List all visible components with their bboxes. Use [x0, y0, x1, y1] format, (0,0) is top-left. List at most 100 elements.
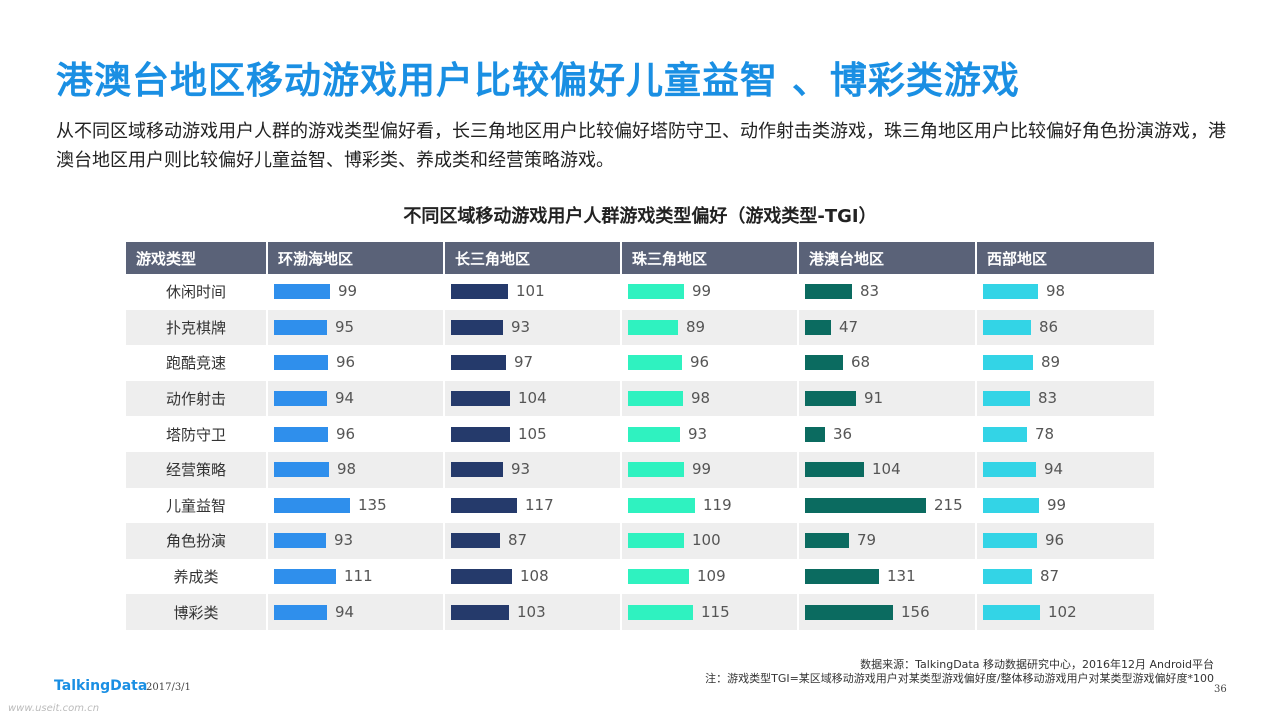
- tgi-value-label: 111: [344, 567, 373, 586]
- tgi-bar: [983, 569, 1032, 585]
- tgi-bar: [805, 391, 856, 407]
- tgi-bar: [451, 319, 503, 335]
- tgi-value-label: 135: [358, 495, 387, 514]
- tgi-value-label: 102: [1048, 602, 1077, 621]
- tgi-bar: [805, 462, 864, 478]
- tgi-bar: [274, 497, 350, 513]
- tgi-value-label: 104: [872, 460, 901, 479]
- value-cell: 94: [975, 451, 1154, 488]
- value-cell: 215: [797, 487, 976, 524]
- category-label: 博彩类: [126, 594, 267, 630]
- value-cell: 83: [975, 380, 1154, 417]
- header-region: 港澳台地区: [797, 242, 976, 274]
- tgi-bar: [451, 355, 506, 371]
- tgi-bar: [274, 391, 327, 407]
- table-header-row: 游戏类型 环渤海地区 长三角地区 珠三角地区 港澳台地区 西部地区: [126, 242, 1154, 274]
- table-row: 休闲时间 99 101 99 83 98: [126, 274, 1154, 310]
- value-cell: 83: [797, 274, 976, 310]
- tgi-bar: [451, 462, 503, 478]
- tgi-value-label: 36: [833, 424, 853, 443]
- tgi-bar: [451, 533, 500, 549]
- tgi-value-label: 98: [691, 389, 711, 408]
- tgi-bar: [983, 533, 1037, 549]
- value-cell: 96: [975, 523, 1154, 559]
- value-cell: 100: [620, 523, 798, 559]
- tgi-value-label: 68: [851, 353, 871, 372]
- tgi-value-label: 94: [335, 389, 355, 408]
- value-cell: 96: [266, 416, 444, 452]
- tgi-bar: [451, 569, 512, 585]
- tgi-value-label: 87: [1040, 567, 1060, 586]
- tgi-bar: [274, 426, 328, 442]
- tgi-bar: [805, 355, 843, 371]
- tgi-bar: [628, 284, 684, 300]
- table-row: 养成类 111 108 109 131 87: [126, 558, 1154, 595]
- tgi-value-label: 117: [525, 495, 554, 514]
- value-cell: 119: [620, 487, 798, 524]
- tgi-bar: [628, 462, 684, 478]
- value-cell: 99: [620, 451, 798, 488]
- table-row: 博彩类 94 103 115 156 102: [126, 594, 1154, 630]
- value-cell: 95: [266, 309, 444, 346]
- value-cell: 68: [797, 345, 976, 381]
- value-cell: 47: [797, 309, 976, 346]
- tgi-bar: [628, 569, 689, 585]
- tgi-bar: [983, 604, 1040, 620]
- tgi-bar: [983, 319, 1031, 335]
- value-cell: 87: [443, 523, 621, 559]
- tgi-value-label: 98: [337, 460, 357, 479]
- talkingdata-logo: TalkingData: [54, 678, 148, 694]
- tgi-value-label: 108: [520, 567, 549, 586]
- category-label: 养成类: [173, 568, 219, 587]
- tgi-value-label: 89: [1041, 353, 1061, 372]
- value-cell: 104: [797, 451, 976, 488]
- table-row: 塔防守卫 96 105 93 36 78: [126, 416, 1154, 452]
- page-title: 港澳台地区移动游戏用户比较偏好儿童益智 、博彩类游戏: [56, 59, 1020, 102]
- tgi-value-label: 96: [1045, 531, 1065, 550]
- tgi-table: 游戏类型 环渤海地区 长三角地区 珠三角地区 港澳台地区 西部地区 休闲时间 99 101 9…: [126, 242, 1154, 630]
- tgi-value-label: 98: [1046, 282, 1066, 301]
- value-cell: 87: [975, 558, 1154, 595]
- page-number: 36: [1214, 684, 1227, 695]
- value-cell: 99: [975, 487, 1154, 524]
- tgi-value-label: 95: [335, 317, 355, 336]
- tgi-value-label: 103: [517, 602, 546, 621]
- intro-text: 从不同区域移动游戏用户人群的游戏类型偏好看，长三角地区用户比较偏好塔防守卫、动作…: [56, 121, 1226, 171]
- value-cell: 93: [443, 451, 621, 488]
- value-cell: 99: [620, 274, 798, 310]
- value-cell: 105: [443, 416, 621, 452]
- value-cell: 156: [797, 594, 976, 630]
- value-cell: 89: [620, 309, 798, 346]
- value-cell: 103: [443, 594, 621, 630]
- tgi-value-label: 93: [511, 460, 531, 479]
- tgi-value-label: 100: [692, 531, 721, 550]
- value-cell: 97: [443, 345, 621, 381]
- value-cell: 89: [975, 345, 1154, 381]
- value-cell: 98: [975, 274, 1154, 310]
- value-cell: 86: [975, 309, 1154, 346]
- tgi-bar: [451, 426, 510, 442]
- category-label: 经营策略: [126, 451, 267, 488]
- category-label: 跑酷竞速: [165, 354, 226, 373]
- tgi-bar: [451, 284, 508, 300]
- tgi-value-label: 99: [692, 282, 712, 301]
- tgi-value-label: 89: [686, 317, 706, 336]
- tgi-value-label: 101: [516, 282, 545, 301]
- tgi-value-label: 119: [703, 495, 732, 514]
- value-cell: 94: [266, 380, 444, 417]
- tgi-note: 注：游戏类型TGI=某区域移动游戏用户对某类型游戏偏好度/整体移动游戏用户对某类…: [705, 672, 1214, 685]
- value-cell: 79: [797, 523, 976, 559]
- tgi-bar: [274, 604, 327, 620]
- value-cell: 96: [620, 345, 798, 381]
- tgi-value-label: 96: [690, 353, 710, 372]
- tgi-bar: [983, 355, 1033, 371]
- tgi-bar: [628, 355, 682, 371]
- tgi-bar: [274, 319, 327, 335]
- tgi-value-label: 91: [864, 389, 884, 408]
- tgi-bar: [628, 426, 680, 442]
- tgi-value-label: 86: [1039, 317, 1059, 336]
- tgi-value-label: 87: [508, 531, 528, 550]
- tgi-bar: [274, 284, 330, 300]
- value-cell: 101: [443, 274, 621, 310]
- tgi-value-label: 79: [857, 531, 877, 550]
